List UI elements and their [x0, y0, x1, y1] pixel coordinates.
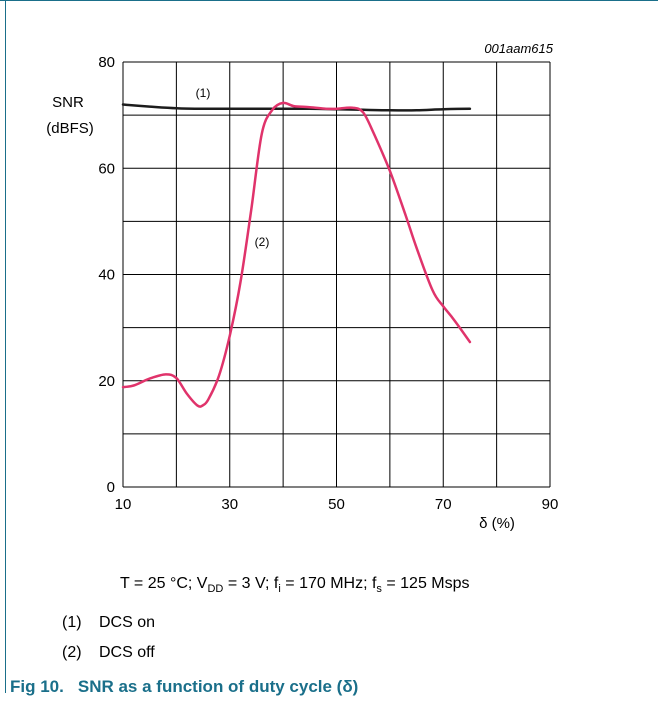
y-tick-labels: 0 20 40 60 80 — [98, 54, 115, 496]
x-tick-label: 90 — [542, 496, 559, 513]
test-conditions: T = 25 °C; VDD = 3 V; fi = 170 MHz; fs =… — [120, 575, 470, 596]
y-axis-label-line1: SNR — [52, 94, 84, 111]
series-1-label: (1) — [196, 86, 211, 100]
frame-top-border — [0, 0, 658, 1]
chart-series — [121, 101, 472, 408]
x-tick-labels: 10 30 50 70 90 — [115, 496, 559, 513]
x-axis-label: δ (%) — [479, 515, 515, 532]
y-axis-label-line2: (dBFS) — [46, 120, 94, 137]
figure-code: 001aam615 — [484, 41, 553, 56]
x-tick-label: 50 — [328, 496, 345, 513]
y-tick-label: 20 — [98, 373, 115, 390]
x-tick-label: 30 — [221, 496, 238, 513]
figure-number: Fig 10. — [10, 677, 64, 696]
y-tick-label: 80 — [98, 54, 115, 71]
legend-key: (2) — [62, 644, 82, 661]
series-2-label: (2) — [255, 235, 270, 249]
legend-label: DCS on — [99, 614, 156, 631]
x-tick-label: 70 — [435, 496, 452, 513]
snr-chart: 0 20 40 60 80 10 30 50 70 90 001aam615 SNR (dBFS… — [46, 41, 559, 532]
series-line-2 — [121, 101, 472, 408]
legend-key: (1) — [62, 614, 82, 631]
series-line-1 — [121, 103, 472, 112]
chart-grid — [122, 61, 551, 488]
legend-label: DCS off — [99, 644, 155, 661]
legend-item-dcs-off: (2) DCS off — [62, 644, 155, 662]
y-tick-label: 0 — [107, 479, 115, 496]
frame-left-border — [5, 0, 6, 693]
figure-caption: Fig 10. SNR as a function of duty cycle (… — [10, 677, 358, 697]
x-tick-label: 10 — [115, 496, 132, 513]
y-tick-label: 60 — [98, 160, 115, 177]
figure-title: SNR as a function of duty cycle (δ) — [77, 677, 359, 696]
legend-item-dcs-on: (1) DCS on — [62, 614, 155, 632]
y-tick-label: 40 — [98, 267, 115, 284]
